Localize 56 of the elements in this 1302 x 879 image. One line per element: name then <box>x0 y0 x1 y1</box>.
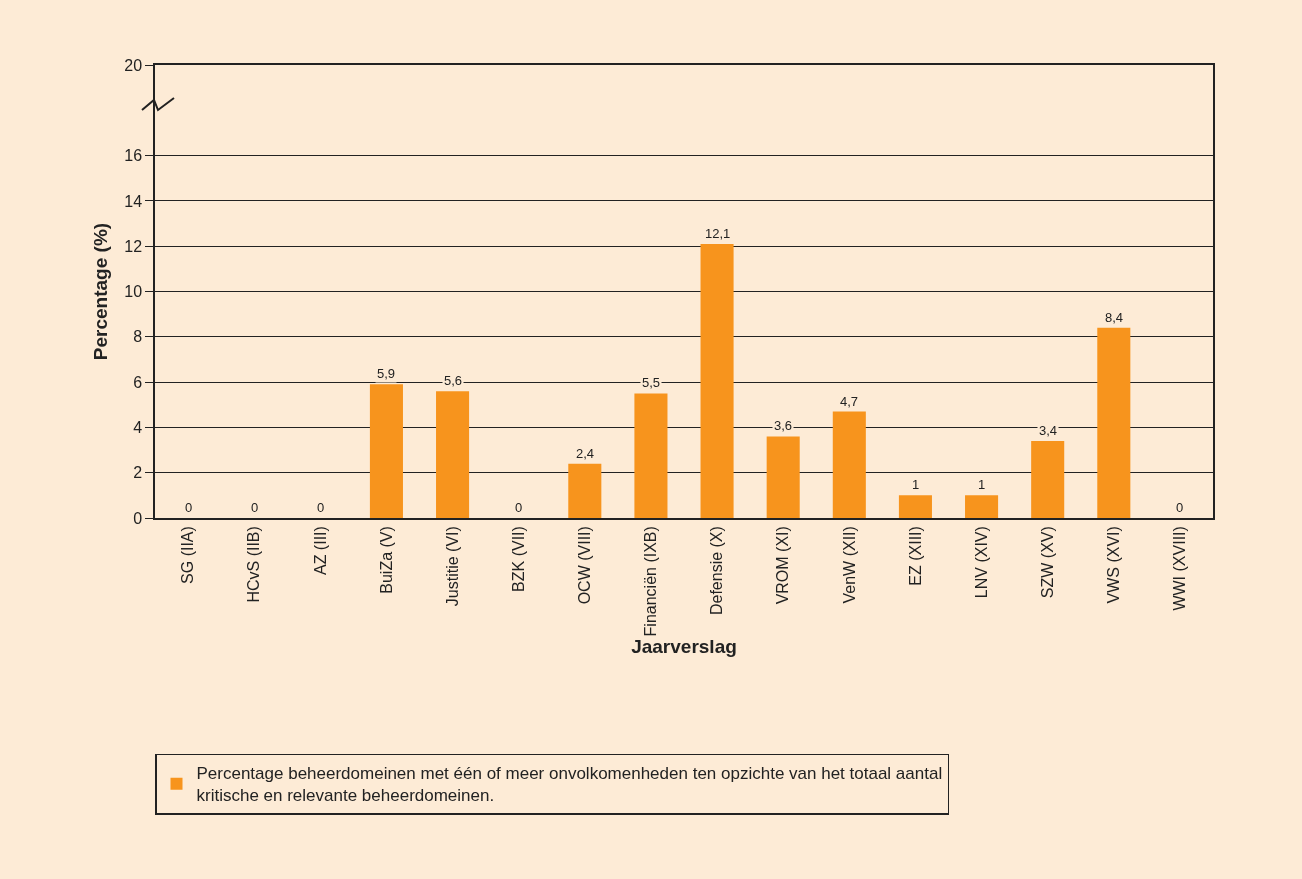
data-label: 3,6 <box>774 418 793 433</box>
x-tick-label: VenW (XII) <box>840 526 858 604</box>
x-tick-label: SZW (XV) <box>1038 526 1056 599</box>
data-label: 0 <box>185 500 193 515</box>
y-tick-label: 14 <box>124 192 143 210</box>
data-label: 0 <box>317 500 325 515</box>
bar <box>832 411 866 518</box>
x-tick-label: AZ (III) <box>311 526 329 576</box>
data-label: 5,5 <box>642 375 661 390</box>
bar <box>700 243 734 518</box>
bar <box>1031 440 1065 518</box>
y-tick-label: 20 <box>124 56 143 74</box>
y-tick-label: 10 <box>124 283 143 301</box>
x-tick-label: Defensie (X) <box>708 526 726 616</box>
x-tick-label: VROM (XI) <box>774 526 792 605</box>
data-label: 0 <box>1176 500 1184 515</box>
data-label: 2,4 <box>576 446 595 461</box>
y-tick-label: 0 <box>133 509 143 527</box>
bar <box>898 495 932 518</box>
data-label: 5,6 <box>444 373 463 388</box>
legend-label: Percentage beheerdomeinen met één of meer onvolkomenheden ten opzichte van het totaal aantal kritische en relevante beheerdomeinen. <box>196 764 943 806</box>
y-axis-title: Percentage (%) <box>89 222 111 361</box>
y-tick-label: 16 <box>124 147 143 165</box>
x-tick-label: SG (IIA) <box>179 526 197 584</box>
x-tick-label: BZK (VII) <box>509 526 527 592</box>
data-label: 1 <box>978 477 986 492</box>
x-tick-label: LNV (XIV) <box>972 526 990 599</box>
data-label: 3,4 <box>1039 423 1058 438</box>
y-tick-label: 4 <box>133 419 143 436</box>
bar <box>1097 327 1131 518</box>
x-tick-label: VWS (XVI) <box>1105 526 1123 604</box>
x-axis-title: Jaarverslag <box>631 636 737 658</box>
data-label: 0 <box>251 500 259 515</box>
bar <box>766 436 800 518</box>
y-tick-label: 12 <box>124 237 143 255</box>
data-label: 12,1 <box>705 226 731 241</box>
x-tick-label: HCvS (IIB) <box>245 526 263 603</box>
data-label: 4,7 <box>840 394 859 409</box>
y-tick-label: 2 <box>133 464 143 482</box>
data-label: 0 <box>515 500 523 515</box>
x-tick-label: BuiZa (V) <box>377 526 395 594</box>
bar <box>436 391 470 518</box>
y-tick-label: 6 <box>133 373 143 391</box>
bar <box>369 384 403 518</box>
x-tick-label: Financiën (IXB) <box>642 526 660 637</box>
bar <box>965 495 999 518</box>
x-tick-label: EZ (XIII) <box>906 526 924 586</box>
bar <box>634 393 668 518</box>
x-tick-label: Justitie (VI) <box>443 526 461 607</box>
data-label: 8,4 <box>1105 310 1124 325</box>
x-tick-label: OCW (VIII) <box>576 526 594 605</box>
data-label: 5,9 <box>377 366 396 381</box>
y-tick-label: 8 <box>133 328 143 346</box>
data-label: 1 <box>912 477 920 492</box>
bar <box>568 463 602 518</box>
x-tick-label: WWI (XVIII) <box>1171 526 1189 611</box>
